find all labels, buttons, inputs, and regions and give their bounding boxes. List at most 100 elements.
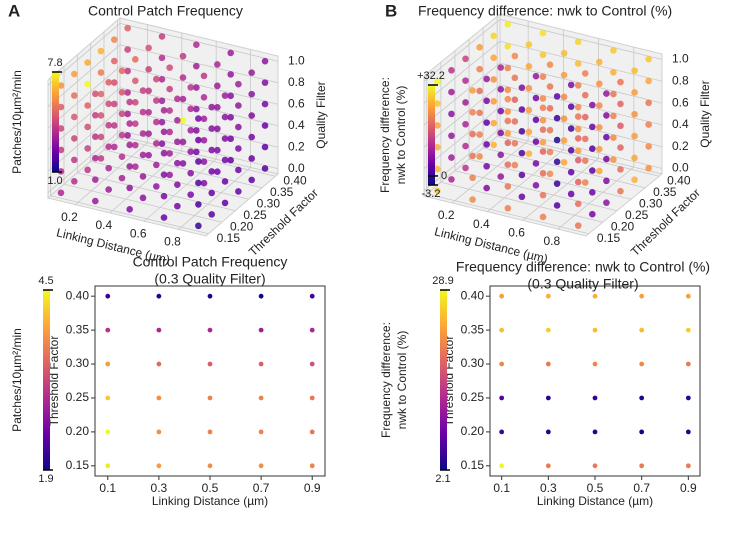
point — [258, 395, 264, 401]
point — [592, 327, 598, 333]
point — [448, 176, 455, 183]
point — [105, 164, 112, 172]
point — [227, 71, 234, 78]
point — [645, 55, 652, 63]
panel-label: A — [8, 1, 20, 20]
grid-line — [119, 130, 279, 170]
point — [248, 90, 255, 98]
point — [518, 106, 526, 113]
point — [462, 164, 469, 172]
point — [118, 131, 126, 139]
point — [235, 145, 242, 152]
x-tick-label: 0.1 — [493, 481, 510, 495]
point — [261, 143, 269, 151]
point — [235, 123, 242, 131]
point — [603, 133, 610, 141]
point — [511, 118, 519, 125]
point — [469, 196, 476, 203]
point — [525, 128, 533, 136]
point — [581, 135, 589, 143]
y-tick-label: 0.40 — [283, 173, 307, 187]
point — [97, 69, 105, 76]
point — [160, 107, 168, 114]
grid-line — [117, 137, 276, 177]
z-tick-label: 0.6 — [288, 96, 305, 110]
point — [153, 161, 160, 169]
point — [124, 110, 131, 118]
point — [187, 84, 194, 91]
point — [448, 132, 455, 140]
point — [596, 167, 603, 175]
point — [499, 361, 505, 367]
point — [132, 163, 139, 170]
point — [145, 87, 152, 95]
point — [448, 110, 455, 118]
point — [532, 160, 540, 167]
point — [462, 142, 469, 150]
y-tick-label: 0.15 — [461, 458, 485, 472]
point — [596, 124, 603, 131]
point — [504, 161, 512, 168]
point — [490, 32, 497, 40]
point — [166, 107, 173, 114]
point — [545, 327, 551, 333]
point — [248, 155, 255, 162]
point — [553, 114, 561, 122]
point — [497, 107, 505, 115]
point — [545, 361, 551, 367]
point — [105, 121, 112, 129]
point — [589, 210, 596, 218]
x-tick-label: 0.2 — [438, 208, 455, 222]
point — [434, 122, 441, 129]
point — [603, 90, 610, 97]
point — [174, 138, 181, 146]
point — [193, 127, 200, 134]
point — [200, 158, 208, 166]
point — [560, 115, 568, 122]
point — [221, 199, 229, 207]
point — [434, 100, 441, 107]
point — [248, 176, 255, 184]
y-tick-label: 0.20 — [230, 219, 254, 233]
point — [592, 463, 598, 469]
point — [518, 84, 526, 91]
colorbar — [428, 85, 435, 185]
point — [153, 183, 160, 190]
point — [105, 361, 111, 367]
z-tick-label: 0.8 — [288, 75, 305, 89]
point — [546, 61, 554, 69]
point — [476, 153, 483, 160]
grid-line — [557, 166, 635, 230]
point — [645, 164, 652, 172]
point — [462, 99, 469, 106]
point — [685, 361, 691, 367]
point — [97, 112, 105, 119]
point — [560, 71, 568, 79]
point — [227, 92, 234, 100]
grid-line — [426, 193, 589, 235]
point — [592, 395, 598, 401]
y-tick-label: 0.20 — [611, 219, 635, 233]
point — [208, 211, 215, 218]
point — [208, 125, 215, 132]
point — [448, 88, 455, 96]
x-tick-label: 0.9 — [304, 481, 321, 495]
point — [511, 96, 519, 103]
grid-line — [499, 19, 663, 60]
point — [497, 129, 505, 137]
point — [490, 119, 497, 127]
point — [124, 46, 131, 53]
grid-line — [103, 149, 263, 189]
point — [309, 327, 315, 333]
point — [504, 130, 512, 137]
point — [84, 80, 91, 88]
point — [574, 178, 582, 186]
point — [476, 109, 483, 117]
colorbar — [52, 72, 59, 172]
point — [105, 327, 111, 333]
point — [84, 123, 91, 131]
point — [469, 108, 476, 116]
y-tick-label: 0.25 — [625, 208, 649, 222]
point — [261, 57, 269, 65]
point — [545, 395, 551, 401]
